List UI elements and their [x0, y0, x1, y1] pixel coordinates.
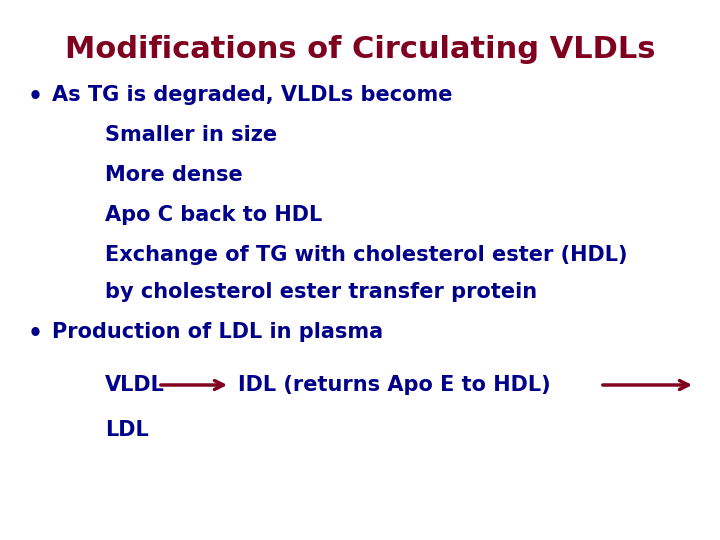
- Text: Apo C back to HDL: Apo C back to HDL: [105, 205, 323, 225]
- Text: LDL: LDL: [105, 420, 149, 440]
- Text: Smaller in size: Smaller in size: [105, 125, 277, 145]
- Text: Exchange of TG with cholesterol ester (HDL): Exchange of TG with cholesterol ester (H…: [105, 245, 628, 265]
- Text: •: •: [28, 85, 43, 109]
- Text: by cholesterol ester transfer protein: by cholesterol ester transfer protein: [105, 282, 537, 302]
- Text: VLDL: VLDL: [105, 375, 165, 395]
- Text: IDL (returns Apo E to HDL): IDL (returns Apo E to HDL): [238, 375, 551, 395]
- Text: •: •: [28, 322, 43, 346]
- Text: As TG is degraded, VLDLs become: As TG is degraded, VLDLs become: [52, 85, 452, 105]
- Text: More dense: More dense: [105, 165, 243, 185]
- Text: Modifications of Circulating VLDLs: Modifications of Circulating VLDLs: [65, 35, 655, 64]
- Text: Production of LDL in plasma: Production of LDL in plasma: [52, 322, 383, 342]
